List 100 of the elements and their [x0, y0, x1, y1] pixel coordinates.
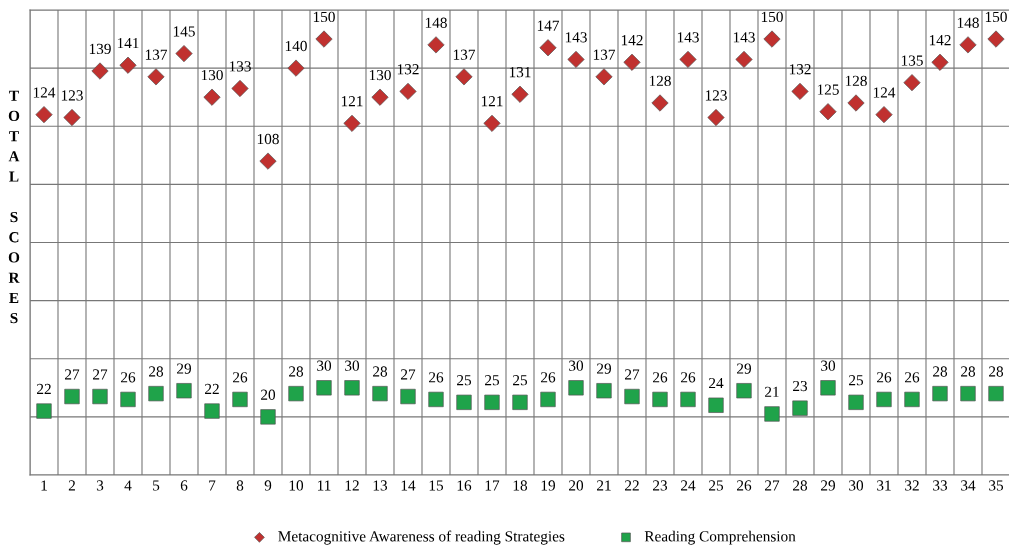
- x-tick-label: 32: [905, 480, 919, 491]
- x-tick-label: 12: [345, 480, 359, 491]
- data-label: 21: [765, 386, 779, 397]
- x-tick-label: 5: [153, 480, 160, 491]
- data-label: 145: [173, 26, 195, 37]
- data-label: 22: [205, 383, 219, 394]
- data-label: 143: [677, 32, 699, 43]
- x-tick-label: 1: [41, 480, 47, 491]
- x-tick-label: 21: [597, 480, 611, 491]
- data-label: 27: [93, 369, 108, 380]
- data-label: 137: [453, 49, 476, 60]
- x-tick-label: 33: [933, 480, 948, 491]
- data-label: 137: [593, 49, 616, 60]
- data-label: 140: [285, 40, 307, 52]
- data-label: 135: [901, 55, 923, 66]
- x-tick-label: 15: [429, 480, 444, 491]
- x-tick-label: 4: [124, 480, 132, 491]
- data-label: 28: [989, 366, 1004, 377]
- data-label: 143: [733, 32, 755, 43]
- data-label: 30: [345, 360, 360, 371]
- data-label: 28: [373, 366, 388, 377]
- data-label: 26: [653, 372, 668, 383]
- point: [371, 88, 389, 106]
- data-label: 23: [793, 380, 808, 392]
- data-label: 26: [905, 372, 920, 383]
- data-label: 147: [537, 20, 560, 31]
- data-label: 123: [61, 90, 83, 101]
- data-label: 30: [569, 360, 584, 371]
- x-tick-label: 18: [513, 480, 528, 491]
- data-label: 29: [737, 363, 752, 374]
- point: [763, 30, 781, 48]
- x-tick-label: 19: [541, 480, 556, 491]
- data-label: 26: [681, 372, 696, 383]
- data-label: 26: [877, 372, 892, 383]
- data-label: 22: [37, 383, 51, 394]
- data-label: 108: [257, 133, 279, 145]
- x-tick-label: 35: [989, 480, 1004, 491]
- x-tick-label: 26: [737, 480, 752, 491]
- x-tick-label: 30: [849, 480, 864, 491]
- legend-label: Reading Comprehension: [644, 530, 796, 545]
- data-label: 28: [289, 366, 304, 377]
- x-tick-label: 16: [457, 480, 472, 491]
- data-label: 30: [317, 360, 332, 371]
- point: [427, 36, 445, 54]
- data-label: 139: [89, 43, 111, 55]
- data-label: 20: [261, 389, 276, 400]
- data-label: 27: [65, 369, 80, 380]
- x-tick-label: 2: [68, 480, 75, 491]
- point: [959, 36, 977, 54]
- data-label: 142: [621, 35, 643, 46]
- data-label: 28: [149, 366, 164, 377]
- data-label: 148: [957, 17, 979, 28]
- data-label: 26: [233, 372, 248, 383]
- x-tick-label: 13: [373, 480, 388, 491]
- text: TOTAL SCORES: [8, 90, 20, 324]
- legend-label: Metacognitive Awareness of reading Strategies: [278, 530, 565, 545]
- data-label: 133: [229, 61, 251, 72]
- x-tick-label: 29: [821, 480, 836, 491]
- x-tick-label: 22: [625, 480, 639, 491]
- x-tick-label: 28: [793, 480, 808, 491]
- data-label: 26: [121, 372, 136, 383]
- data-label: 28: [933, 366, 948, 377]
- data-label: 121: [481, 96, 503, 107]
- data-label: 26: [429, 372, 444, 383]
- point: [315, 30, 333, 48]
- data-label: 130: [201, 69, 223, 81]
- x-tick-label: 34: [961, 480, 976, 491]
- point: [287, 59, 305, 77]
- data-label: 137: [145, 49, 168, 60]
- x-tick-label: 24: [681, 480, 696, 491]
- x-tick-label: 8: [236, 480, 244, 491]
- data-label: 29: [597, 363, 612, 374]
- data-label: 124: [33, 87, 56, 98]
- point: [203, 88, 221, 106]
- data-label: 121: [341, 96, 363, 107]
- data-label: 29: [177, 363, 192, 374]
- data-label: 143: [565, 32, 587, 43]
- data-label: 123: [705, 90, 727, 101]
- data-label: 150: [313, 11, 335, 23]
- x-tick-label: 9: [264, 480, 272, 491]
- data-label: 25: [849, 375, 864, 386]
- data-label: 128: [649, 75, 671, 87]
- data-label: 150: [985, 11, 1007, 23]
- data-label: 28: [961, 366, 976, 377]
- x-tick-label: 25: [709, 480, 724, 491]
- data-label: 27: [401, 369, 416, 380]
- data-label: 26: [541, 372, 556, 383]
- data-label: 30: [821, 360, 836, 371]
- data-label: 27: [625, 369, 640, 380]
- x-tick-label: 23: [653, 480, 668, 491]
- data-label: 125: [817, 84, 839, 95]
- data-label: 25: [513, 375, 528, 386]
- x-tick-label: 14: [401, 480, 416, 491]
- data-label: 25: [485, 375, 500, 386]
- x-tick-label: 31: [877, 480, 891, 491]
- data-label: 132: [397, 64, 419, 75]
- data-label: 142: [929, 35, 951, 46]
- x-tick-label: 20: [569, 480, 584, 491]
- x-tick-label: 6: [180, 480, 188, 491]
- x-tick-label: 27: [765, 480, 780, 491]
